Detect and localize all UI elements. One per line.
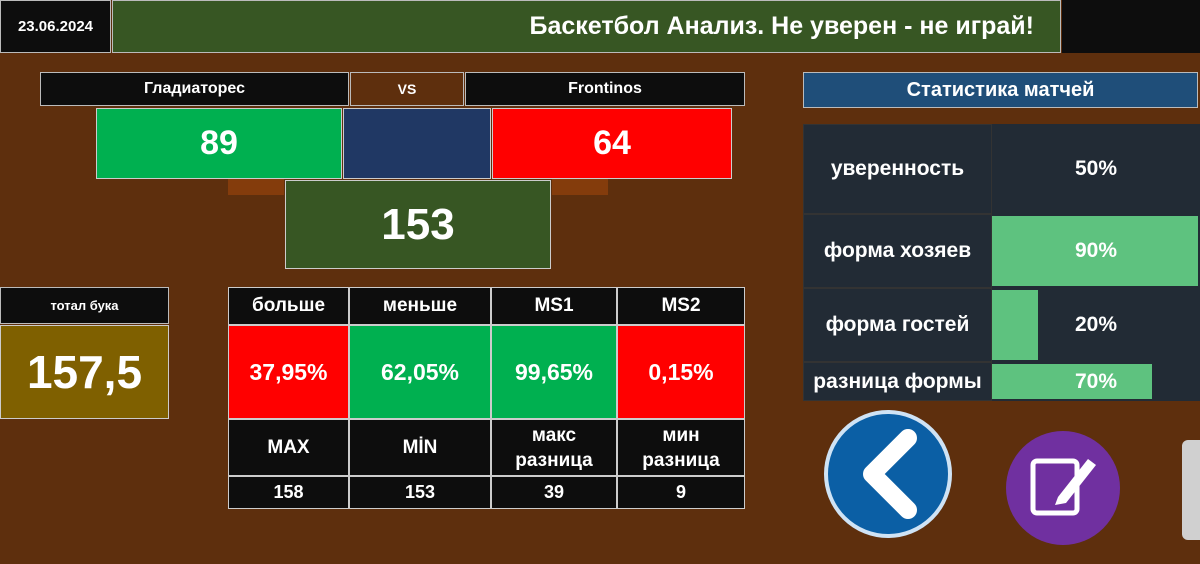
stat-label: разница формы <box>803 362 992 401</box>
stat-value: 50% <box>1074 157 1118 180</box>
bookmaker-value: 157,5 <box>0 325 169 419</box>
edit-button[interactable] <box>1000 425 1130 555</box>
stat-label: уверенность <box>803 124 992 214</box>
home-score: 89 <box>96 108 342 179</box>
stat-label: форма гостей <box>803 288 992 362</box>
stats-panel: уверенность 50% форма хозяев 90% форма госте… <box>803 124 1200 401</box>
decor <box>552 179 608 195</box>
odds-value: 0,15% <box>617 325 745 419</box>
stat-bar <box>992 290 1038 360</box>
away-team: Frontinos <box>465 72 745 106</box>
stat-value: 20% <box>1074 313 1118 336</box>
vs: VS <box>350 72 464 106</box>
title: Баскетбол Анализ. Не уверен - не играй! <box>112 0 1061 53</box>
side-object <box>1182 440 1200 540</box>
odds-value: 37,95% <box>228 325 349 419</box>
stat-value: 90% <box>1074 239 1118 262</box>
total-score: 153 <box>285 180 551 269</box>
odds-label: макс разница <box>491 419 617 476</box>
stats-title: Статистика матчей <box>803 72 1198 108</box>
stat-label: форма хозяев <box>803 214 992 288</box>
back-button[interactable] <box>820 410 960 550</box>
decor <box>228 179 284 195</box>
odds-number: 39 <box>491 476 617 509</box>
odds-value: 62,05% <box>349 325 491 419</box>
date: 23.06.2024 <box>0 0 111 53</box>
stat-bar <box>992 216 1198 286</box>
odds-number: 158 <box>228 476 349 509</box>
odds-label: MAX <box>228 419 349 476</box>
edit-pen <box>1055 459 1096 505</box>
odds-label: мин разница <box>617 419 745 476</box>
odds-header: больше <box>228 287 349 325</box>
odds-number: 9 <box>617 476 745 509</box>
edit-circle[interactable] <box>1006 431 1120 545</box>
home-team: Гладиаторес <box>40 72 349 106</box>
bookmaker-label: тотал бука <box>0 287 169 324</box>
odds-number: 153 <box>349 476 491 509</box>
back-circle[interactable] <box>824 410 952 538</box>
odds-header: MS2 <box>617 287 745 325</box>
odds-label: MİN <box>349 419 491 476</box>
score-spacer <box>343 108 491 179</box>
odds-header: MS1 <box>491 287 617 325</box>
stat-bar <box>992 364 1152 399</box>
away-score: 64 <box>492 108 732 179</box>
stat-value: 70% <box>1074 369 1118 393</box>
header-spacer <box>1062 0 1200 53</box>
back-arrow <box>863 429 917 519</box>
odds-value: 99,65% <box>491 325 617 419</box>
odds-header: меньше <box>349 287 491 325</box>
